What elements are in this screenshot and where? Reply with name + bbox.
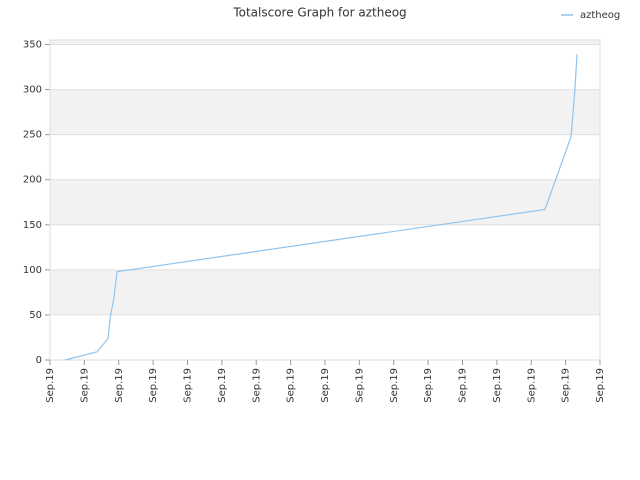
x-tick-label: Sep.19 xyxy=(148,368,159,403)
x-tick-label: Sep.19 xyxy=(217,368,228,403)
x-tick-label: Sep.19 xyxy=(114,368,125,403)
y-tick-label: 250 xyxy=(23,130,42,141)
x-tick-label: Sep.19 xyxy=(561,368,572,403)
x-tick-label: Sep.19 xyxy=(492,368,503,403)
chart-title: Totalscore Graph for aztheog xyxy=(232,6,406,20)
x-tick-label: Sep.19 xyxy=(45,368,56,403)
plot-band xyxy=(50,314,600,360)
y-tick-label: 0 xyxy=(36,355,42,366)
y-tick-label: 300 xyxy=(23,85,42,96)
x-tick-label: Sep.19 xyxy=(79,368,90,403)
x-tick-label: Sep.19 xyxy=(251,368,262,403)
x-tick-label: Sep.19 xyxy=(286,368,297,403)
y-tick-label: 200 xyxy=(23,175,42,186)
plot-band xyxy=(50,134,600,180)
y-tick-label: 50 xyxy=(29,310,42,321)
y-tick-label: 100 xyxy=(23,265,42,276)
x-tick-label: Sep.19 xyxy=(354,368,365,403)
x-tick-label: Sep.19 xyxy=(526,368,537,403)
x-tick-label: Sep.19 xyxy=(423,368,434,403)
y-tick-label: 150 xyxy=(23,220,42,231)
plot-band xyxy=(50,44,600,90)
y-tick-label: 350 xyxy=(23,40,42,51)
x-tick-label: Sep.19 xyxy=(320,368,331,403)
plot-band xyxy=(50,224,600,270)
x-tick-label: Sep.19 xyxy=(389,368,400,403)
legend-label: aztheog xyxy=(580,10,620,21)
x-tick-label: Sep.19 xyxy=(458,368,469,403)
data-line xyxy=(64,54,578,361)
x-tick-label: Sep.19 xyxy=(183,368,194,403)
x-tick-label: Sep.19 xyxy=(595,368,606,403)
plot-background xyxy=(50,40,600,360)
